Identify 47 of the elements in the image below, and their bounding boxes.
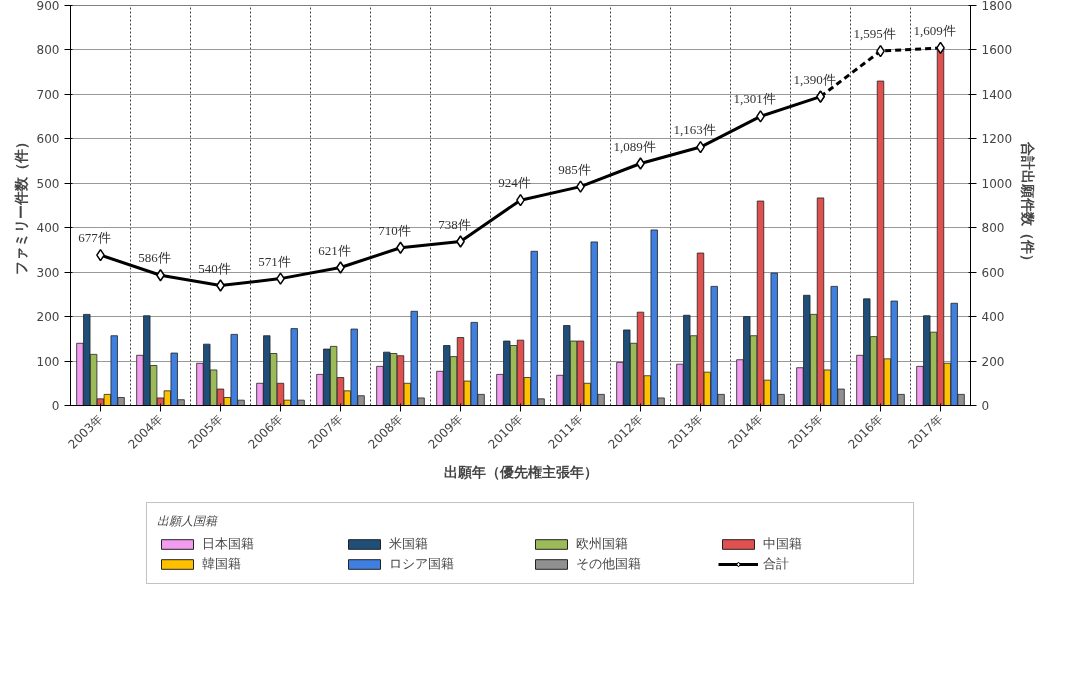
legend-title: 出願人国籍 (157, 513, 219, 530)
y2-axis-title: 合計出願件数（件） (1020, 141, 1037, 269)
y-tick-label: 500 (36, 176, 60, 191)
data-label: 586件 (138, 250, 171, 266)
y2-tick-label: 1800 (981, 0, 1013, 13)
y-tick-label: 600 (36, 132, 60, 147)
legend-label: 中国籍 (763, 535, 803, 553)
y2-tick-label: 0 (981, 399, 990, 413)
data-label: 571件 (258, 253, 291, 269)
y-tick-label: 100 (36, 354, 60, 369)
y2-tick-label: 1600 (981, 43, 1013, 58)
data-label: 1,163件 (673, 122, 716, 138)
y-tick-label: 900 (36, 0, 60, 13)
data-label: 540件 (198, 260, 231, 276)
legend-label: 韓国籍 (202, 555, 242, 573)
data-label: 738件 (438, 216, 471, 232)
data-label: 1,390件 (793, 71, 836, 87)
y2-tick-label: 1000 (981, 176, 1013, 191)
y-tick-label: 700 (36, 87, 60, 102)
y-tick-label: 300 (36, 265, 60, 280)
y2-tick-label: 1400 (981, 87, 1013, 102)
data-label: 985件 (558, 161, 591, 177)
y2-tick-label: 400 (981, 310, 1005, 325)
y2-tick-label: 800 (981, 221, 1005, 236)
legend-label: 欧州国籍 (576, 535, 629, 553)
y-tick-label: 400 (36, 221, 60, 236)
data-label: 1,609件 (913, 22, 956, 38)
y-tick-label: 800 (36, 43, 60, 58)
data-label: 924件 (498, 175, 531, 191)
data-label: 677件 (78, 230, 111, 246)
data-label: 621件 (318, 242, 351, 258)
y-tick-label: 0 (51, 399, 60, 413)
legend-label: 米国籍 (389, 535, 429, 553)
legend-label: 合計 (763, 555, 790, 573)
legend-label: その他国籍 (576, 555, 642, 573)
y-axis-title: ファミリー件数（件） (12, 135, 29, 276)
y-tick-label: 200 (36, 310, 60, 325)
legend-label: ロシア国籍 (389, 555, 455, 573)
legend-label: 日本国籍 (202, 535, 255, 553)
y2-tick-label: 600 (981, 265, 1005, 280)
data-label: 1,089件 (613, 138, 656, 154)
y2-tick-label: 200 (981, 354, 1005, 369)
y2-tick-label: 1200 (981, 132, 1013, 147)
x-axis-title: 出願年（優先権主張年） (443, 464, 598, 481)
data-label: 1,301件 (733, 91, 776, 107)
data-label: 710件 (378, 222, 411, 238)
data-label: 1,595件 (853, 26, 896, 42)
